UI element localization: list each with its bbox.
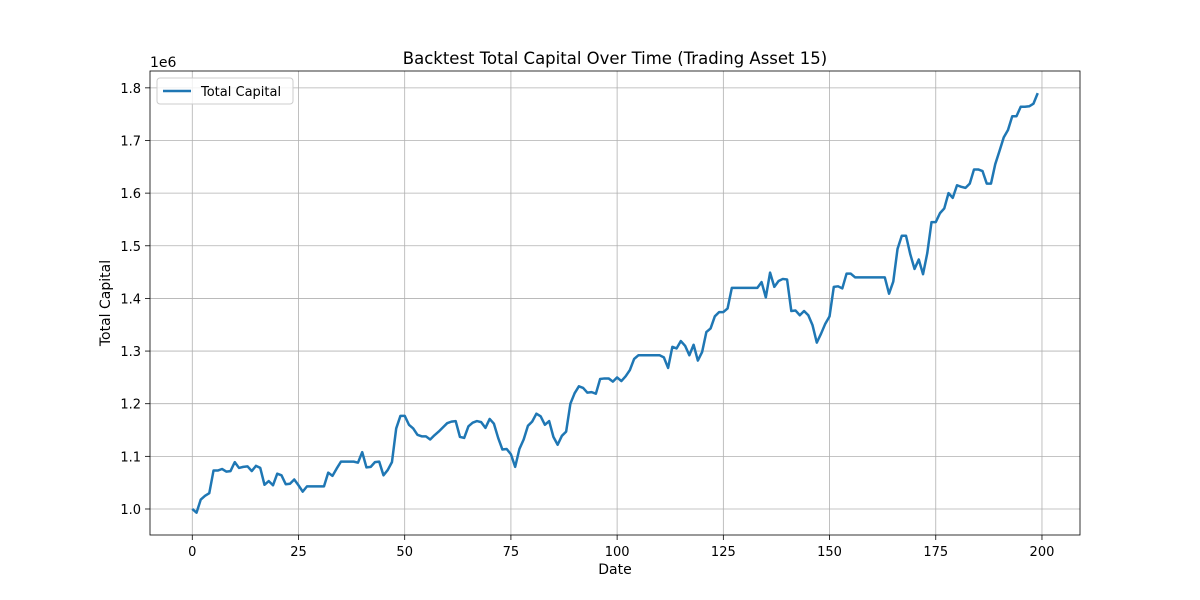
y-axis-label: Total Capital — [98, 260, 114, 347]
x-tick-label: 25 — [290, 545, 307, 560]
y-tick-label: 1.3 — [120, 345, 141, 360]
y-tick-label: 1.7 — [120, 134, 141, 149]
y-tick-label: 1.8 — [120, 82, 141, 97]
x-tick-label: 0 — [188, 545, 196, 560]
y-tick-label: 1.1 — [120, 450, 141, 465]
y-offset-text: 1e6 — [150, 55, 177, 71]
y-tick-label: 1.2 — [120, 398, 141, 413]
x-axis-label: Date — [598, 562, 631, 578]
legend-box — [156, 77, 294, 105]
x-tick-label: 175 — [923, 545, 948, 560]
y-tick-label: 1.0 — [120, 503, 141, 518]
x-tick-label: 75 — [503, 545, 520, 560]
x-tick-label: 150 — [817, 545, 842, 560]
legend-label: Total Capital — [200, 85, 281, 100]
y-tick-label: 1.4 — [120, 292, 141, 307]
x-tick-label: 125 — [711, 545, 736, 560]
x-tick-label: 50 — [396, 545, 413, 560]
y-tick-label: 1.6 — [120, 187, 141, 202]
x-tick-label: 100 — [605, 545, 630, 560]
plot-frame — [149, 70, 1081, 536]
line-series — [191, 92, 1039, 514]
x-tick-label: 200 — [1030, 545, 1055, 560]
chart-title: Backtest Total Capital Over Time (Tradin… — [403, 49, 827, 68]
y-tick-label: 1.5 — [120, 240, 141, 255]
